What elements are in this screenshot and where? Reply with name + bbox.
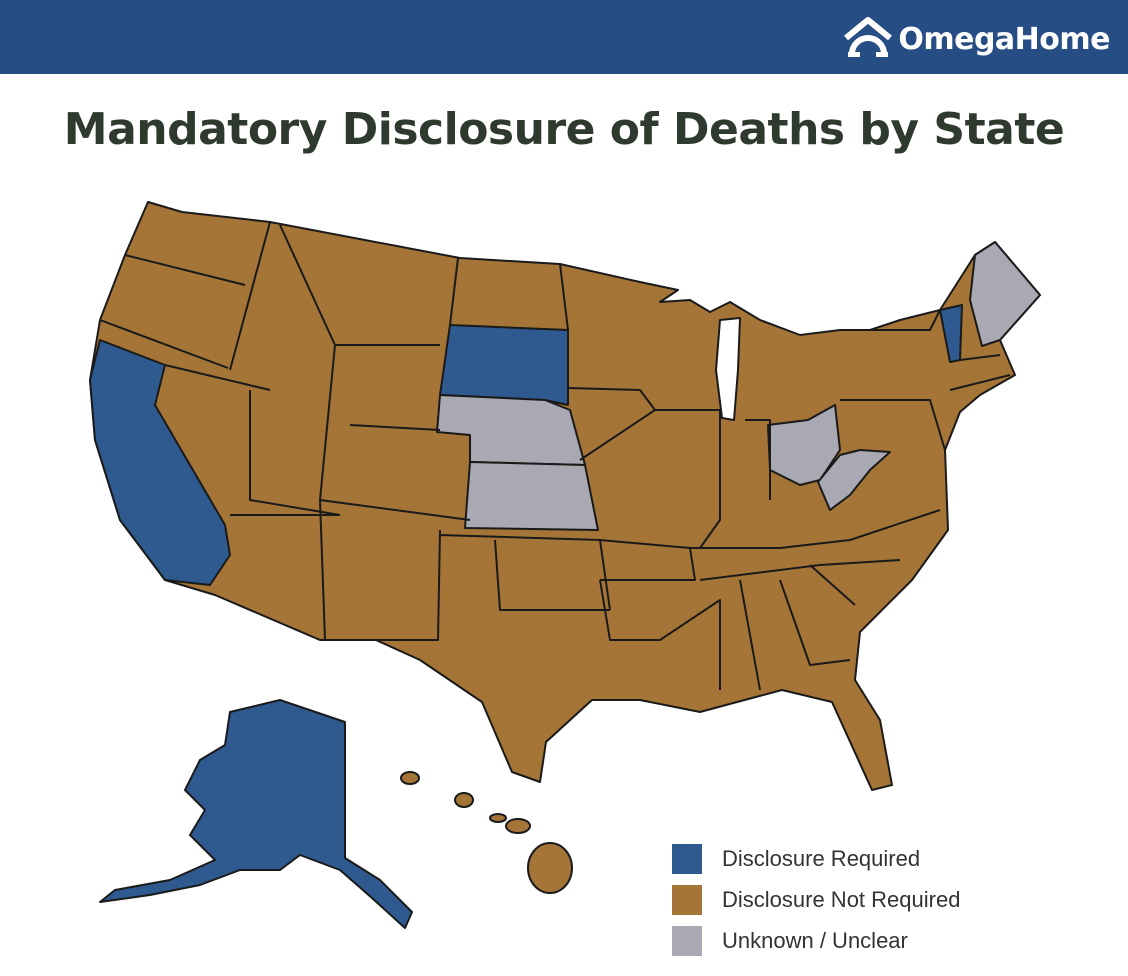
state-oh	[767, 404, 841, 486]
state-wv	[817, 449, 891, 511]
legend-item: Unknown / Unclear	[672, 920, 960, 961]
legend-item: Disclosure Not Required	[672, 879, 960, 920]
state-me	[969, 241, 1041, 347]
state-ks	[464, 461, 599, 531]
legend-swatch	[672, 843, 702, 874]
island	[505, 818, 531, 834]
state-ca	[89, 339, 231, 586]
legend-swatch	[672, 925, 702, 956]
island	[489, 813, 507, 823]
legend-label: Disclosure Required	[722, 845, 921, 871]
brand: OmegaHome	[898, 22, 1110, 57]
island	[527, 842, 573, 894]
island	[400, 771, 420, 785]
lake	[715, 317, 741, 421]
logo-icon	[844, 17, 892, 57]
legend-label: Disclosure Not Required	[722, 886, 961, 912]
state-sd	[439, 324, 569, 406]
state-borders	[99, 221, 1011, 691]
legend: Disclosure Required Disclosure Not Requir…	[672, 838, 960, 961]
header: OmegaHome	[0, 0, 1128, 74]
legend-item: Disclosure Required	[672, 838, 960, 879]
state-ak	[99, 699, 413, 929]
legend-label: Unknown / Unclear	[722, 927, 908, 953]
state-hi	[400, 771, 573, 894]
island	[454, 792, 474, 808]
legend-swatch	[672, 884, 702, 915]
title: Mandatory Disclosure of Deaths by State	[63, 104, 1065, 155]
